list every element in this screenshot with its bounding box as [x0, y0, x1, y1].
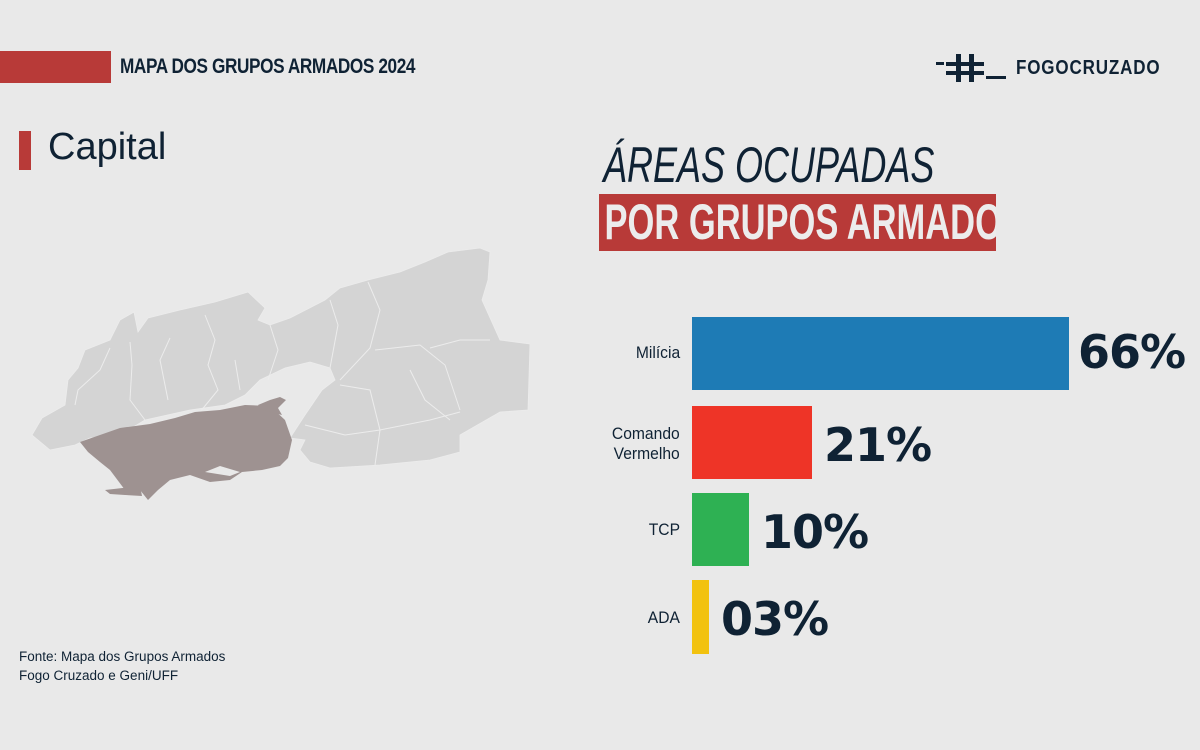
bar-label-text: TCP — [648, 520, 680, 539]
headline-line-2-box: POR GRUPOS ARMADOS — [599, 194, 996, 251]
bar-value: 10% — [761, 505, 869, 559]
source-line-2: Fogo Cruzado e Geni/UFF — [19, 668, 179, 683]
municipal-borders — [74, 281, 490, 466]
bar-label-text: Vermelho — [613, 444, 680, 463]
bar-label: Milícia — [636, 343, 680, 363]
map-lagoon — [205, 466, 240, 476]
headline-line-2: POR GRUPOS ARMADOS — [604, 194, 996, 250]
bar-value: 66% — [1078, 325, 1186, 379]
bar-value: 03% — [721, 592, 829, 646]
section-accent-marker — [19, 131, 31, 170]
bar-label: TCP — [649, 520, 680, 540]
map-region-governador-island — [258, 397, 286, 415]
bar-ada — [692, 580, 709, 654]
bar-label-text: Milícia — [635, 343, 680, 362]
fogo-cruzado-logo: FOGOCRUZADO — [936, 48, 1186, 88]
rio-state-map — [31, 247, 530, 500]
header-accent-bar — [0, 51, 111, 83]
source-line-1: Fonte: Mapa dos Grupos Armados — [19, 649, 226, 664]
map-region-capital — [80, 405, 292, 500]
bar-tcp — [692, 493, 749, 566]
bar-label-text: Comando — [612, 424, 680, 443]
bar-label-text: ADA — [647, 608, 680, 627]
bar-label: ADA — [648, 608, 680, 628]
bar-label: Comando Vermelho — [612, 424, 680, 464]
bar-value: 21% — [824, 418, 932, 472]
map-region-capital-island — [105, 486, 142, 496]
bar-comando-vermelho — [692, 406, 812, 479]
bar-milicia — [692, 317, 1069, 390]
logo-text: FOGOCRUZADO — [1016, 56, 1161, 79]
hashtag-bullet-icon — [936, 54, 1006, 82]
headline-line-1: ÁREAS OCUPADAS — [603, 137, 935, 193]
section-title: Capital — [48, 126, 167, 168]
report-title: MAPA DOS GRUPOS ARMADOS 2024 — [120, 55, 416, 78]
source-note: Fonte: Mapa dos Grupos Armados Fogo Cruz… — [19, 647, 225, 685]
map-region-west — [31, 247, 530, 469]
